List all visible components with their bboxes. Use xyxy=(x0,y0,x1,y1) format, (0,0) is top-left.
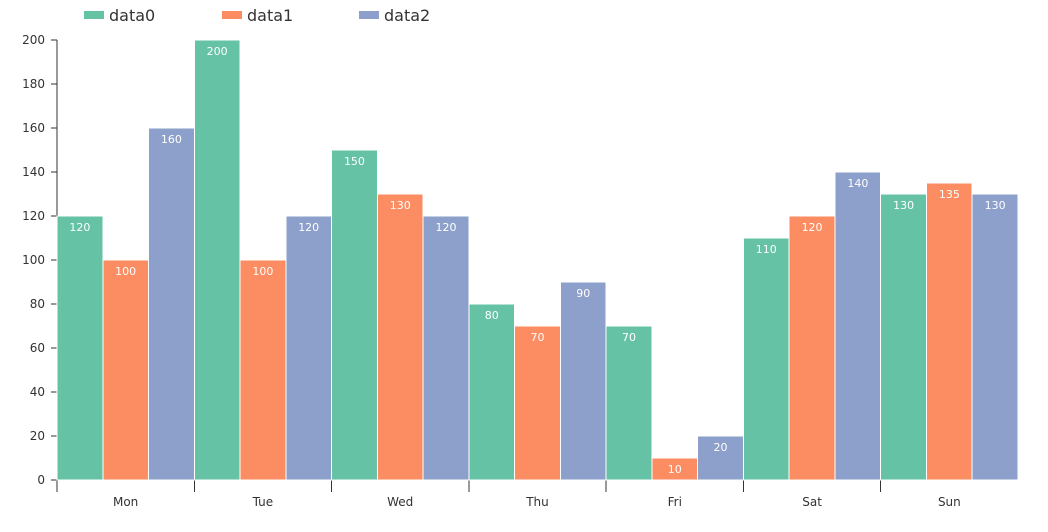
bar-label-data1-tue: 100 xyxy=(252,265,273,278)
bar-data0-sun[interactable] xyxy=(880,193,927,481)
y-tick-label: 120 xyxy=(22,209,45,223)
legend-swatch-data1[interactable] xyxy=(222,11,242,19)
y-tick-label: 100 xyxy=(22,253,45,267)
bar-data0-wed[interactable] xyxy=(331,149,378,481)
y-tick-label: 140 xyxy=(22,165,45,179)
bar-data0-tue[interactable] xyxy=(193,39,241,481)
bar-data2-thu[interactable] xyxy=(559,281,607,481)
bar-data1-thu[interactable] xyxy=(514,325,561,481)
bar-data2-mon[interactable] xyxy=(148,127,195,481)
legend-label-data1[interactable]: data1 xyxy=(247,6,293,25)
bar-data0-thu[interactable] xyxy=(468,303,516,481)
y-tick-label: 200 xyxy=(22,33,45,47)
y-tick-label: 60 xyxy=(30,341,45,355)
bar-label-data0-tue: 200 xyxy=(207,45,228,58)
bars xyxy=(56,39,1019,481)
bar-label-data0-sat: 110 xyxy=(756,243,777,256)
bar-label-data1-wed: 130 xyxy=(390,199,411,212)
bar-data2-sat[interactable] xyxy=(834,171,882,481)
y-tick-label: 40 xyxy=(30,385,45,399)
bar-label-data0-sun: 130 xyxy=(893,199,914,212)
y-tick-label: 0 xyxy=(37,473,45,487)
bar-data2-sun[interactable] xyxy=(971,193,1019,481)
legend: data0 data1 data2 xyxy=(84,6,430,25)
bar-label-data0-fri: 70 xyxy=(622,331,636,344)
y-tick-label: 180 xyxy=(22,77,45,91)
bar-data1-sat[interactable] xyxy=(788,215,836,481)
x-axis: Mon Tue Wed Thu Fri Sat Sun xyxy=(56,479,1018,509)
y-tick-label: 80 xyxy=(30,297,45,311)
bar-label-data2-sat: 140 xyxy=(847,177,868,190)
bar-data1-mon[interactable] xyxy=(102,259,150,481)
legend-swatch-data0[interactable] xyxy=(84,11,104,19)
y-tick-label: 20 xyxy=(30,429,45,443)
bar-label-data1-sun: 135 xyxy=(939,188,960,201)
bar-data2-fri[interactable] xyxy=(697,435,744,481)
bar-data1-wed[interactable] xyxy=(376,193,424,481)
bar-label-data2-mon: 160 xyxy=(161,133,182,146)
bar-label-data2-wed: 120 xyxy=(435,221,456,234)
bar-label-data2-tue: 120 xyxy=(298,221,319,234)
bar-label-data0-thu: 80 xyxy=(485,309,499,322)
bar-label-data2-fri: 20 xyxy=(714,441,728,454)
bar-data0-mon[interactable] xyxy=(56,215,104,481)
x-tick-label-fri: Fri xyxy=(668,495,682,509)
bar-label-data1-sat: 120 xyxy=(802,221,823,234)
bar-data0-fri[interactable] xyxy=(605,325,653,481)
legend-swatch-data2[interactable] xyxy=(359,11,379,19)
x-tick-label-mon: Mon xyxy=(113,495,138,509)
bar-data2-wed[interactable] xyxy=(422,215,470,481)
bar-data1-sun[interactable] xyxy=(925,182,973,481)
bar-label-data1-thu: 70 xyxy=(531,331,545,344)
bar-label-data0-mon: 120 xyxy=(69,221,90,234)
x-tick-label-sat: Sat xyxy=(802,495,822,509)
x-tick-label-sun: Sun xyxy=(938,495,961,509)
bar-data1-tue[interactable] xyxy=(239,259,287,481)
bar-label-data1-fri: 10 xyxy=(668,463,682,476)
bar-data0-sat[interactable] xyxy=(742,237,790,481)
bar-labels: 120 100 160 200 100 120 150 130 120 80 70 90 70 10 20 1… xyxy=(69,45,1005,476)
bar-label-data2-sun: 130 xyxy=(985,199,1006,212)
bar-label-data2-thu: 90 xyxy=(576,287,590,300)
x-tick-label-tue: Tue xyxy=(252,495,274,509)
x-tick-label-thu: Thu xyxy=(525,495,549,509)
y-axis: 0 20 40 60 80 100 120 140 160 180 200 xyxy=(22,33,58,487)
legend-label-data2[interactable]: data2 xyxy=(384,6,430,25)
bar-label-data0-wed: 150 xyxy=(344,155,365,168)
legend-label-data0[interactable]: data0 xyxy=(109,6,155,25)
x-tick-label-wed: Wed xyxy=(387,495,413,509)
y-tick-label: 160 xyxy=(22,121,45,135)
bar-data2-tue[interactable] xyxy=(285,215,333,481)
bar-label-data1-mon: 100 xyxy=(115,265,136,278)
